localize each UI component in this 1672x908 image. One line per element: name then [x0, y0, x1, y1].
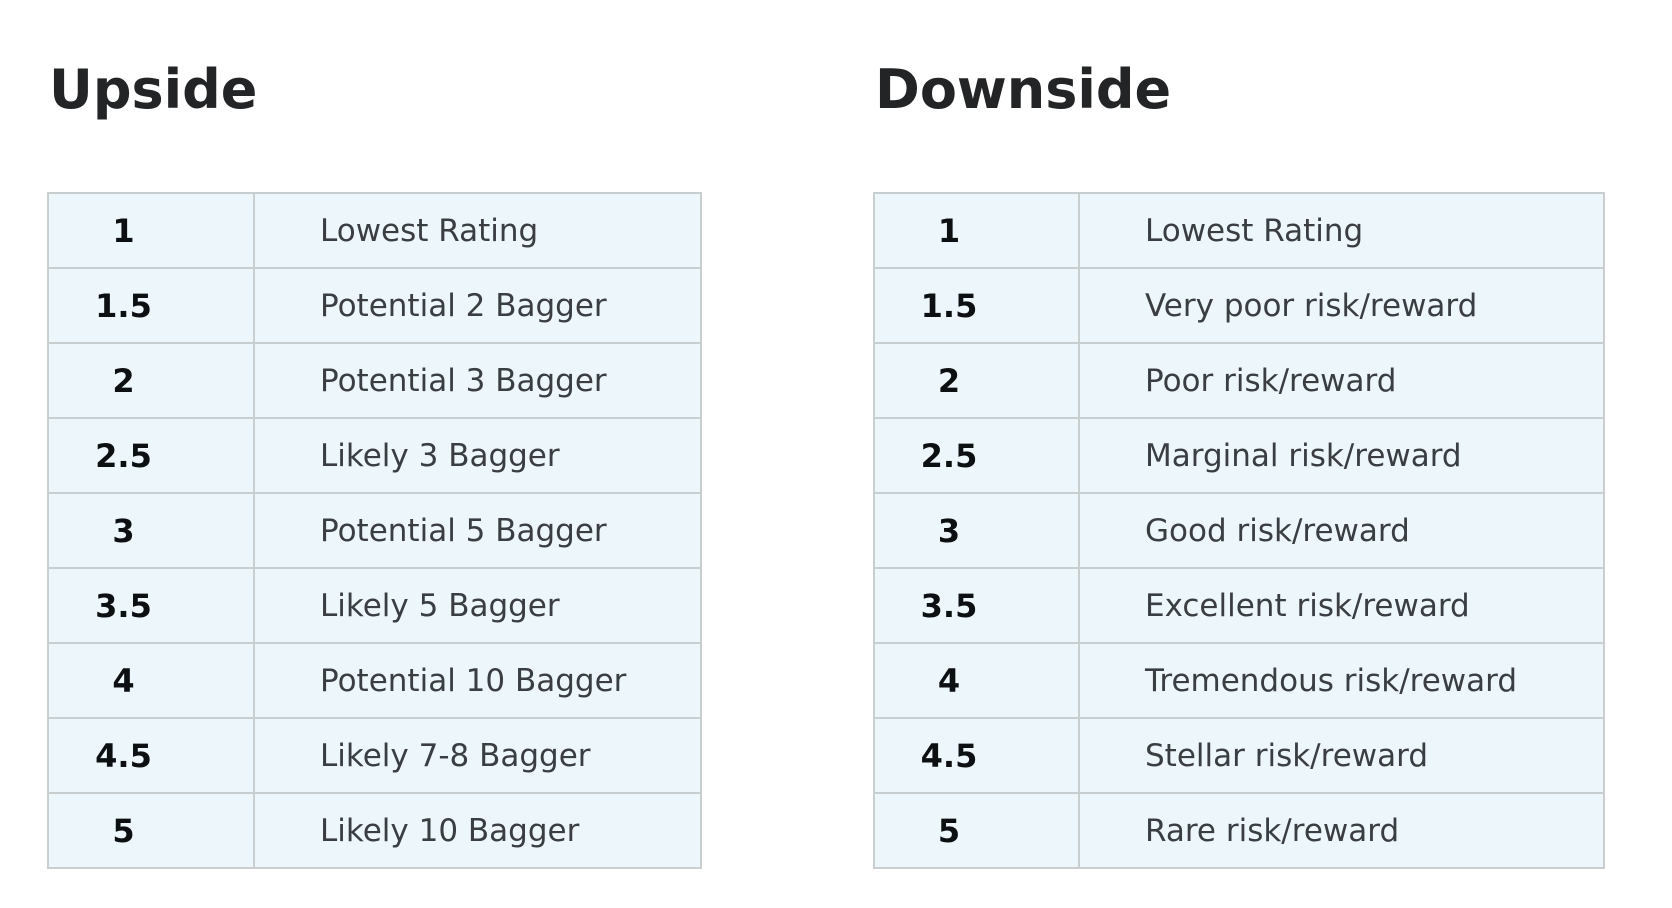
table-row: 2.5 Marginal risk/reward	[873, 417, 1605, 494]
table-row: 2 Potential 3 Bagger	[47, 342, 702, 419]
table-row: 3.5 Likely 5 Bagger	[47, 567, 702, 644]
rating-description-cell: Very poor risk/reward	[1078, 267, 1605, 344]
rating-value-cell: 2	[873, 342, 1080, 419]
table-row: 5 Rare risk/reward	[873, 792, 1605, 869]
table-row: 2.5 Likely 3 Bagger	[47, 417, 702, 494]
rating-description-cell: Marginal risk/reward	[1078, 417, 1605, 494]
downside-heading: Downside	[875, 58, 1172, 121]
rating-description-cell: Potential 10 Bagger	[253, 642, 702, 719]
table-row: 1.5 Very poor risk/reward	[873, 267, 1605, 344]
rating-value-cell: 3	[47, 492, 255, 569]
rating-description-cell: Excellent risk/reward	[1078, 567, 1605, 644]
rating-value-cell: 5	[873, 792, 1080, 869]
rating-description-cell: Stellar risk/reward	[1078, 717, 1605, 794]
downside-table-body: 1 Lowest Rating 1.5 Very poor risk/reward 2 P…	[873, 192, 1605, 869]
rating-value-cell: 1.5	[873, 267, 1080, 344]
rating-value-cell: 1	[873, 192, 1080, 269]
table-row: 4 Tremendous risk/reward	[873, 642, 1605, 719]
rating-value-cell: 3	[873, 492, 1080, 569]
rating-value-cell: 2	[47, 342, 255, 419]
upside-rating-table: 1 Lowest Rating 1.5 Potential 2 Bagger 2 Pote…	[47, 192, 702, 869]
rating-value-cell: 4	[47, 642, 255, 719]
rating-value-cell: 5	[47, 792, 255, 869]
rating-description-cell: Likely 7-8 Bagger	[253, 717, 702, 794]
rating-description-cell: Lowest Rating	[1078, 192, 1605, 269]
table-row: 1 Lowest Rating	[873, 192, 1605, 269]
rating-description-cell: Rare risk/reward	[1078, 792, 1605, 869]
rating-value-cell: 3.5	[873, 567, 1080, 644]
rating-description-cell: Lowest Rating	[253, 192, 702, 269]
rating-description-cell: Likely 3 Bagger	[253, 417, 702, 494]
table-row: 1 Lowest Rating	[47, 192, 702, 269]
upside-heading: Upside	[49, 58, 258, 121]
downside-rating-table: 1 Lowest Rating 1.5 Very poor risk/reward 2 P…	[873, 192, 1605, 869]
rating-description-cell: Good risk/reward	[1078, 492, 1605, 569]
rating-value-cell: 3.5	[47, 567, 255, 644]
rating-description-cell: Likely 5 Bagger	[253, 567, 702, 644]
table-row: 4 Potential 10 Bagger	[47, 642, 702, 719]
table-row: 4.5 Likely 7-8 Bagger	[47, 717, 702, 794]
table-row: 1.5 Potential 2 Bagger	[47, 267, 702, 344]
rating-description-cell: Potential 5 Bagger	[253, 492, 702, 569]
table-row: 4.5 Stellar risk/reward	[873, 717, 1605, 794]
rating-value-cell: 4.5	[47, 717, 255, 794]
table-row: 3.5 Excellent risk/reward	[873, 567, 1605, 644]
table-row: 3 Potential 5 Bagger	[47, 492, 702, 569]
table-row: 3 Good risk/reward	[873, 492, 1605, 569]
rating-description-cell: Tremendous risk/reward	[1078, 642, 1605, 719]
rating-value-cell: 2.5	[873, 417, 1080, 494]
rating-value-cell: 2.5	[47, 417, 255, 494]
rating-value-cell: 4	[873, 642, 1080, 719]
rating-description-cell: Poor risk/reward	[1078, 342, 1605, 419]
rating-description-cell: Potential 2 Bagger	[253, 267, 702, 344]
rating-description-cell: Likely 10 Bagger	[253, 792, 702, 869]
upside-table-body: 1 Lowest Rating 1.5 Potential 2 Bagger 2 Pote…	[47, 192, 702, 869]
rating-value-cell: 4.5	[873, 717, 1080, 794]
table-row: 2 Poor risk/reward	[873, 342, 1605, 419]
rating-description-cell: Potential 3 Bagger	[253, 342, 702, 419]
rating-value-cell: 1.5	[47, 267, 255, 344]
table-row: 5 Likely 10 Bagger	[47, 792, 702, 869]
rating-value-cell: 1	[47, 192, 255, 269]
